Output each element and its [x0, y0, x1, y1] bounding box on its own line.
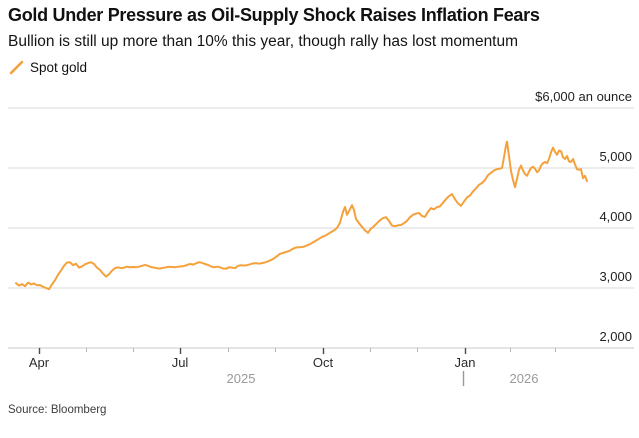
x-axis-label-Jan: Jan: [454, 355, 476, 370]
source-credit: Source: Bloomberg: [8, 404, 107, 416]
chart-subtitle: Bullion is still up more than 10% this y…: [8, 33, 519, 50]
year-label-2025: 2025: [226, 371, 256, 386]
legend: Spot gold: [9, 60, 87, 75]
chart-title: Gold Under Pressure as Oil-Supply Shock …: [8, 5, 540, 25]
x-axis-label-Apr: Apr: [28, 355, 50, 370]
legend-label-spot-gold: Spot gold: [30, 60, 88, 75]
y-axis-label-5000: 5,000: [599, 149, 632, 164]
spot-gold-line-icon: [9, 60, 24, 75]
y-axis-label-3000: 3,000: [599, 269, 632, 284]
x-axis-label-Jul: Jul: [171, 355, 189, 370]
series-line-spot-gold: [15, 140, 588, 291]
year-label-2026: 2026: [509, 371, 539, 386]
y-axis-label-4000: 4,000: [599, 209, 632, 224]
y-axis-label-2000: 2,000: [599, 329, 632, 344]
x-axis-label-Oct: Oct: [312, 355, 334, 370]
y-axis-label-6000: $6,000 an ounce: [535, 89, 632, 104]
